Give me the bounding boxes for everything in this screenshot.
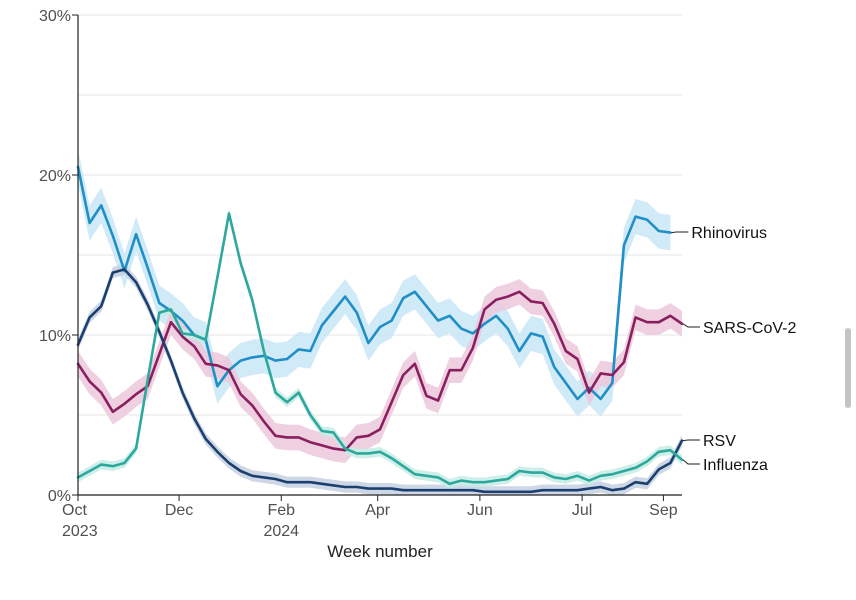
y-tick-label: 30% [39,8,71,25]
y-tick-label: 0% [48,488,71,505]
x-axis-title: Week number [327,542,433,561]
rhinovirus-line [76,165,672,401]
scrollbar-thumb[interactable] [845,328,851,408]
sars-cov-2-label: SARS-CoV-2 [703,320,796,337]
rsv-label: RSV [703,433,736,450]
sars-cov-2-label-leader [682,323,700,328]
influenza-label-leader [682,459,700,465]
x-tick-year-label: 2024 [263,523,299,540]
rhinovirus-label: Rhinovirus [691,225,767,242]
series-labels: Rhinovirus SARS-CoV-2 RSV Influenza [671,225,796,474]
influenza-confidence-band [78,208,682,489]
confidence-bands [78,149,682,495]
series-lines [76,165,684,494]
x-tick-label: Dec [165,502,193,519]
axes: 0% 10% 20% 30% Oct 2023 Dec Feb 2024 Apr Jun Jul Sep [39,8,682,540]
y-tick-label: 20% [39,168,71,185]
x-tick-label: Apr [365,502,391,519]
rsv-line [76,268,684,494]
x-tick-label: Oct [62,502,87,519]
x-tick-label: Jul [572,502,592,519]
rhinovirus-label-leader [671,231,689,234]
influenza-label: Influenza [703,457,768,474]
y-tick-label: 10% [39,328,71,345]
x-tick-label: Sep [649,502,678,519]
x-tick-year-label: 2023 [62,523,98,540]
x-tick-label: Jun [467,502,493,519]
x-tick-label: Feb [267,502,295,519]
rhinovirus-confidence-band [78,149,671,417]
influenza-line [76,212,684,486]
sars-cov-2-line [76,290,684,452]
rsv-label-leader [682,439,700,442]
